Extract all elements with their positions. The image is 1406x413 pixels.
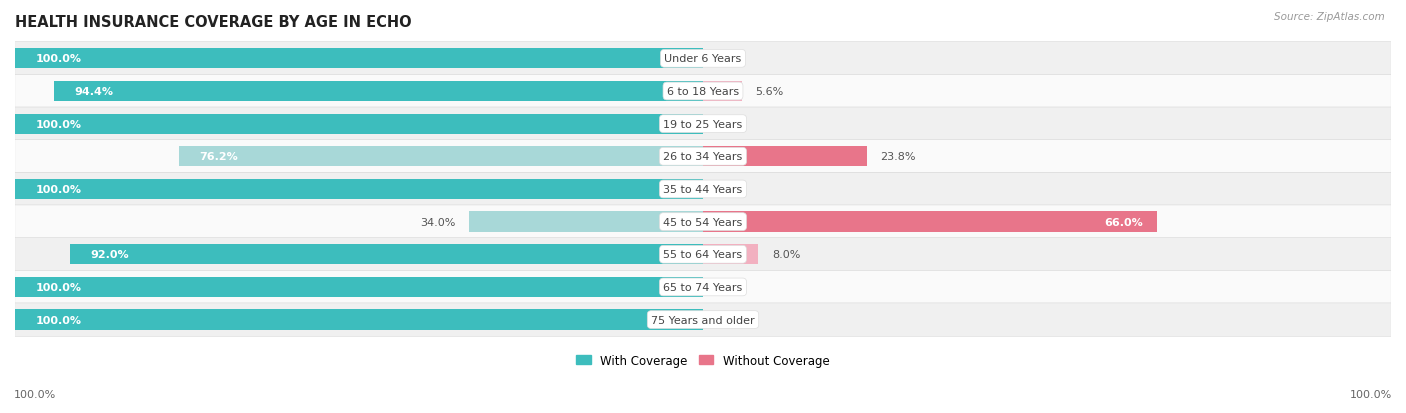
FancyBboxPatch shape	[15, 140, 1391, 173]
Bar	[15, 49, 703, 69]
Text: 66.0%: 66.0%	[1105, 217, 1143, 227]
Text: 45 to 54 Years: 45 to 54 Years	[664, 217, 742, 227]
Text: 55 to 64 Years: 55 to 64 Years	[664, 250, 742, 260]
Text: 92.0%: 92.0%	[90, 250, 129, 260]
FancyBboxPatch shape	[15, 271, 1391, 304]
FancyBboxPatch shape	[15, 238, 1391, 271]
Bar	[703, 147, 866, 167]
Bar	[179, 147, 703, 167]
Text: 75 Years and older: 75 Years and older	[651, 315, 755, 325]
Bar	[470, 212, 703, 232]
Text: 100.0%: 100.0%	[35, 54, 82, 64]
Bar	[703, 244, 758, 265]
Text: 0.0%: 0.0%	[717, 315, 745, 325]
Text: 100.0%: 100.0%	[1350, 389, 1392, 399]
Text: Source: ZipAtlas.com: Source: ZipAtlas.com	[1274, 12, 1385, 22]
Text: 19 to 25 Years: 19 to 25 Years	[664, 119, 742, 129]
FancyBboxPatch shape	[15, 43, 1391, 76]
Text: 100.0%: 100.0%	[14, 389, 56, 399]
FancyBboxPatch shape	[15, 303, 1391, 337]
Legend: With Coverage, Without Coverage: With Coverage, Without Coverage	[572, 349, 834, 371]
Text: 0.0%: 0.0%	[717, 54, 745, 64]
Text: 76.2%: 76.2%	[200, 152, 238, 162]
Text: 23.8%: 23.8%	[880, 152, 915, 162]
Text: 100.0%: 100.0%	[35, 315, 82, 325]
Text: 0.0%: 0.0%	[717, 185, 745, 195]
Text: 94.4%: 94.4%	[75, 87, 112, 97]
Text: 26 to 34 Years: 26 to 34 Years	[664, 152, 742, 162]
FancyBboxPatch shape	[15, 173, 1391, 206]
Text: 8.0%: 8.0%	[772, 250, 800, 260]
Text: 100.0%: 100.0%	[35, 119, 82, 129]
FancyBboxPatch shape	[15, 108, 1391, 141]
Text: HEALTH INSURANCE COVERAGE BY AGE IN ECHO: HEALTH INSURANCE COVERAGE BY AGE IN ECHO	[15, 15, 412, 30]
Bar	[15, 179, 703, 199]
Text: Under 6 Years: Under 6 Years	[665, 54, 741, 64]
Bar	[703, 212, 1157, 232]
Text: 65 to 74 Years: 65 to 74 Years	[664, 282, 742, 292]
Bar	[70, 244, 703, 265]
Text: 34.0%: 34.0%	[420, 217, 456, 227]
Text: 6 to 18 Years: 6 to 18 Years	[666, 87, 740, 97]
Text: 100.0%: 100.0%	[35, 282, 82, 292]
Text: 5.6%: 5.6%	[755, 87, 783, 97]
Text: 0.0%: 0.0%	[717, 282, 745, 292]
Bar	[15, 114, 703, 135]
Text: 35 to 44 Years: 35 to 44 Years	[664, 185, 742, 195]
Bar	[703, 82, 741, 102]
Text: 100.0%: 100.0%	[35, 185, 82, 195]
Bar	[15, 310, 703, 330]
Bar	[53, 82, 703, 102]
FancyBboxPatch shape	[15, 75, 1391, 108]
Bar	[15, 277, 703, 297]
FancyBboxPatch shape	[15, 205, 1391, 239]
Text: 0.0%: 0.0%	[717, 119, 745, 129]
